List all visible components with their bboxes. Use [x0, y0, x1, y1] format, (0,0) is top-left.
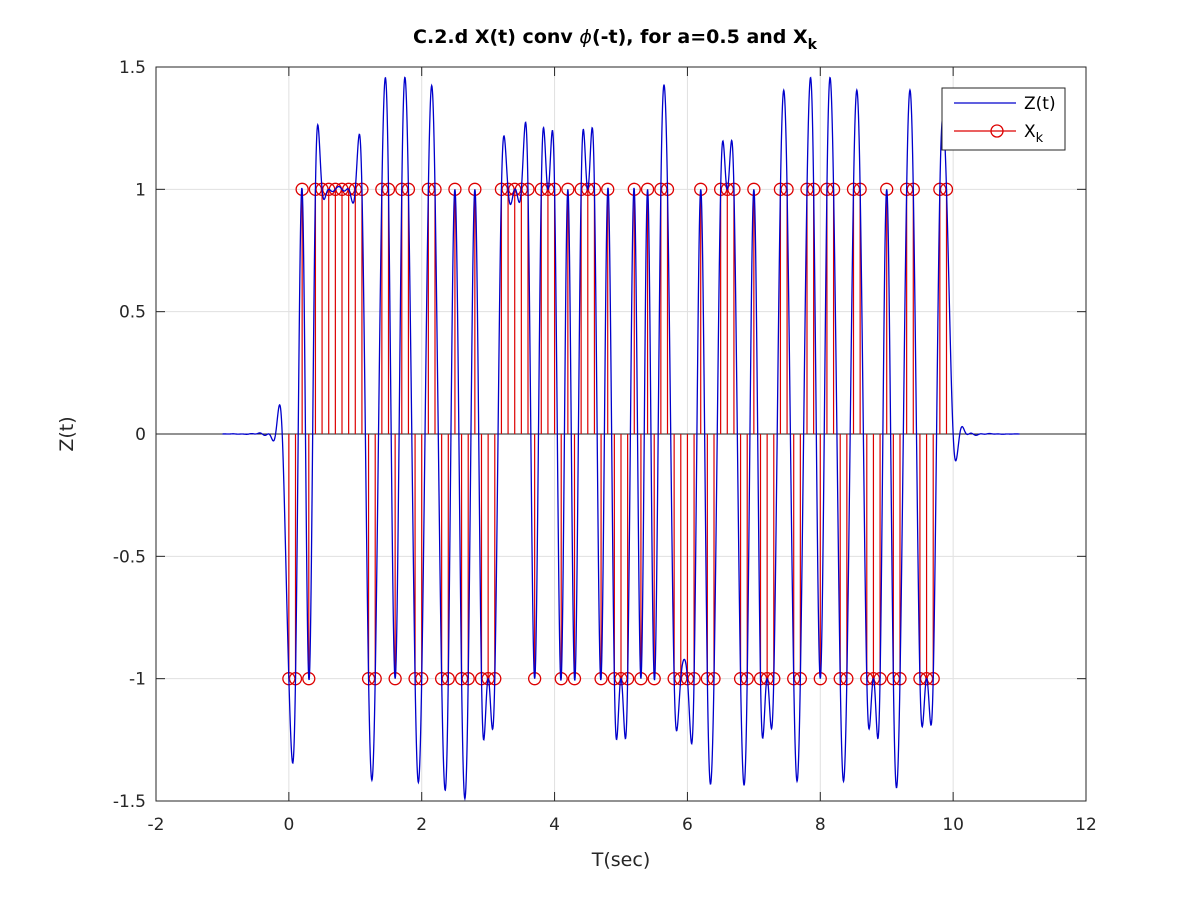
legend-xk-subscript: k	[1036, 131, 1044, 146]
y-tick-labels: -1.5 -1 -0.5 0 0.5 1 1.5	[113, 58, 146, 812]
x-tick-label: 6	[682, 815, 693, 835]
y-tick-label: -1	[129, 670, 146, 690]
x-tick-label: 2	[416, 815, 427, 835]
legend-box	[941, 87, 1066, 151]
legend-xk-text: X	[1024, 122, 1036, 142]
x-tick-label: 10	[942, 815, 964, 835]
zt-line-series	[222, 76, 1020, 802]
title-prefix: C.2.d X(t) conv	[413, 26, 579, 48]
legend-zt-label: Z(t)	[1024, 94, 1056, 114]
chart-title: C.2.d X(t) conv ϕ(-t), for a=0.5 and Xk	[413, 26, 818, 53]
y-axis-label: Z(t)	[56, 416, 78, 451]
title-phi-symbol: ϕ	[579, 26, 592, 48]
legend: Z(t) Xk	[941, 87, 1066, 151]
y-tick-label: -1.5	[113, 792, 146, 812]
y-tick-label: 0	[135, 425, 146, 445]
y-tick-label: 1	[135, 180, 146, 200]
x-tick-label: -2	[148, 815, 165, 835]
tick-marks	[155, 66, 1087, 802]
x-tick-label: 12	[1075, 815, 1097, 835]
x-tick-label: 4	[549, 815, 560, 835]
legend-xk-marker	[990, 124, 1004, 138]
x-axis-label: T(sec)	[591, 849, 650, 871]
legend-xk-label: Xk	[1024, 122, 1044, 146]
title-middle: (-t), for a=0.5 and X	[592, 26, 808, 48]
x-tick-labels: -2 0 2 4 6 8 10 12	[148, 815, 1097, 835]
y-tick-label: -0.5	[113, 547, 146, 567]
zt-line	[222, 76, 1020, 802]
title-subscript: k	[808, 37, 818, 53]
y-tick-label: 0.5	[119, 303, 146, 323]
x-tick-label: 0	[283, 815, 294, 835]
y-tick-label: 1.5	[119, 58, 146, 78]
x-tick-label: 8	[815, 815, 826, 835]
